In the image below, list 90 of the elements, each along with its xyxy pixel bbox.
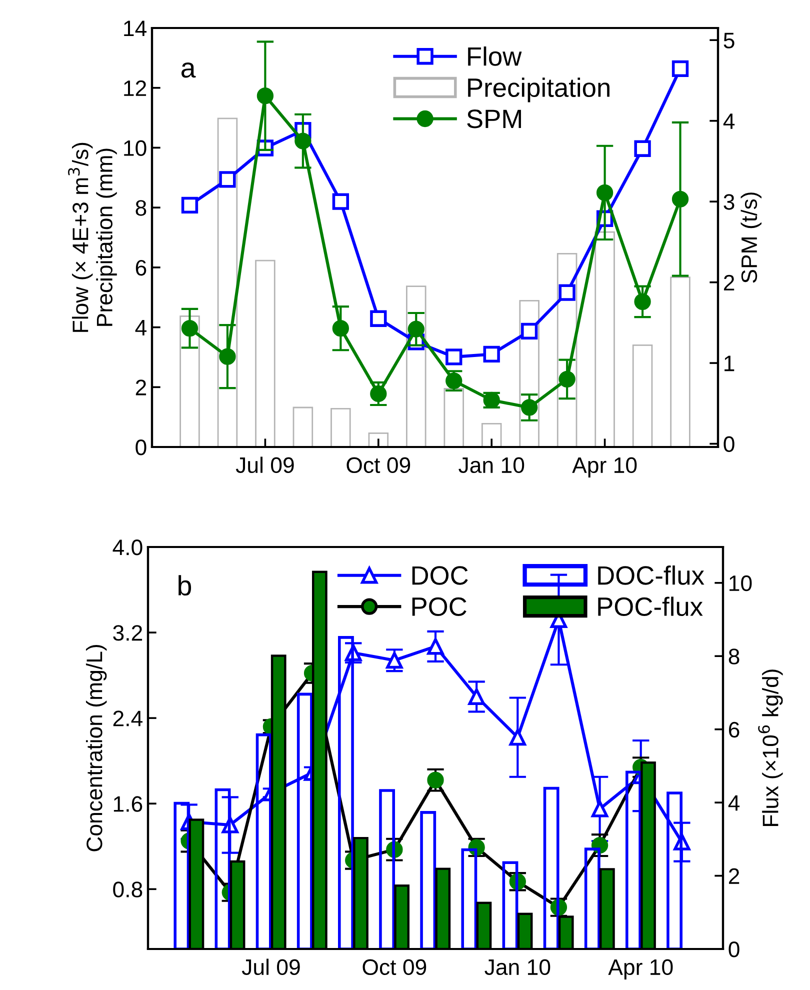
point	[370, 385, 387, 402]
point	[332, 193, 349, 210]
y-tick-label: 0	[136, 440, 146, 456]
point	[591, 800, 608, 818]
point	[558, 370, 576, 388]
y2-tick-label: 8	[728, 648, 740, 664]
bar	[519, 300, 540, 447]
y-tick-label: 12	[124, 80, 146, 96]
y-axis-title: Concentration (mg/L)	[86, 645, 107, 852]
point	[427, 638, 444, 655]
legend-label: Precipitation	[468, 78, 610, 102]
bar	[594, 231, 615, 447]
y2-tick-label: 5	[724, 32, 734, 48]
point	[446, 348, 462, 366]
bar	[584, 848, 600, 949]
y2-tick-label: 6	[728, 722, 740, 738]
legend-label: POC-flux	[598, 596, 703, 616]
point	[332, 320, 349, 337]
point	[386, 652, 403, 669]
x-tick-label: Jan 10	[458, 457, 524, 474]
point	[672, 60, 689, 78]
y-tick-label: 6	[136, 260, 146, 276]
annotation: a	[181, 62, 196, 78]
bar	[444, 388, 464, 447]
y-tick-label: 10	[124, 140, 146, 156]
bar	[255, 260, 276, 447]
point	[521, 322, 538, 340]
bar	[670, 276, 690, 447]
point	[596, 184, 614, 202]
y-tick-label: 2	[136, 380, 146, 396]
bar	[379, 789, 395, 949]
point	[634, 140, 651, 157]
y-tick-label: 4.0	[112, 540, 142, 556]
y2-axis-title: SPM (t/s)	[740, 192, 762, 283]
point	[634, 293, 651, 310]
bar	[420, 811, 436, 949]
point	[219, 171, 236, 188]
bar	[461, 848, 478, 949]
y-tick-label: 0.8	[113, 882, 142, 898]
y-tick-label: 2.4	[113, 710, 142, 726]
legend-label: POC	[412, 597, 466, 616]
point	[483, 346, 500, 363]
point	[408, 320, 424, 338]
legend-label: DOC	[412, 566, 468, 585]
bar	[543, 786, 560, 949]
point	[219, 348, 236, 365]
x-tick-label: Jul 09	[236, 456, 294, 474]
x-tick-label: Apr 10	[608, 959, 673, 980]
y2-tick-label: 1	[724, 356, 734, 372]
x-tick-label: Oct 09	[362, 959, 426, 976]
legend-label: SPM	[467, 110, 521, 128]
bar	[180, 316, 200, 447]
y2-tick-label: 4	[728, 795, 740, 811]
point	[672, 190, 689, 208]
point	[427, 772, 444, 788]
point	[256, 87, 274, 104]
y2-tick-label: 2	[728, 868, 740, 884]
y-axis-title: Flow (× 4E+3 m$^{3}$/s) Precipitation (mm)	[68, 142, 117, 332]
y-tick-label: 14	[124, 20, 146, 36]
bar	[556, 252, 578, 447]
point	[468, 688, 485, 706]
point	[509, 728, 526, 746]
legend-label: Flow	[468, 46, 522, 66]
point	[181, 196, 198, 214]
bar	[502, 861, 518, 949]
point	[370, 310, 387, 327]
y-tick-label: 1.6	[114, 796, 142, 812]
y2-tick-label: 4	[723, 114, 735, 129]
annotation: b	[178, 575, 192, 596]
y2-tick-label: 0	[724, 436, 734, 452]
legend-label: DOC-flux	[598, 565, 704, 585]
y2-tick-label: 10	[730, 575, 752, 592]
x-tick-label: Jan 10	[484, 959, 550, 976]
point	[181, 320, 198, 337]
point	[558, 284, 576, 301]
point	[294, 132, 312, 150]
bar	[406, 286, 426, 447]
y2-tick-label: 3	[724, 194, 734, 210]
x-tick-label: Oct 09	[346, 457, 410, 474]
bar	[217, 118, 238, 447]
y2-tick-label: 2	[724, 274, 734, 290]
bar	[632, 344, 653, 447]
x-tick-label: Jul 09	[242, 958, 300, 976]
y2-tick-label: 0	[728, 942, 740, 958]
y-tick-label: 3.2	[113, 625, 142, 641]
x-tick-label: Apr 10	[572, 457, 637, 478]
y2-axis-title: Flux (×10$^{6}$ kg/d)	[758, 670, 783, 826]
y-tick-label: 4	[135, 320, 146, 336]
point	[521, 399, 538, 416]
y-tick-label: 8	[136, 200, 146, 216]
